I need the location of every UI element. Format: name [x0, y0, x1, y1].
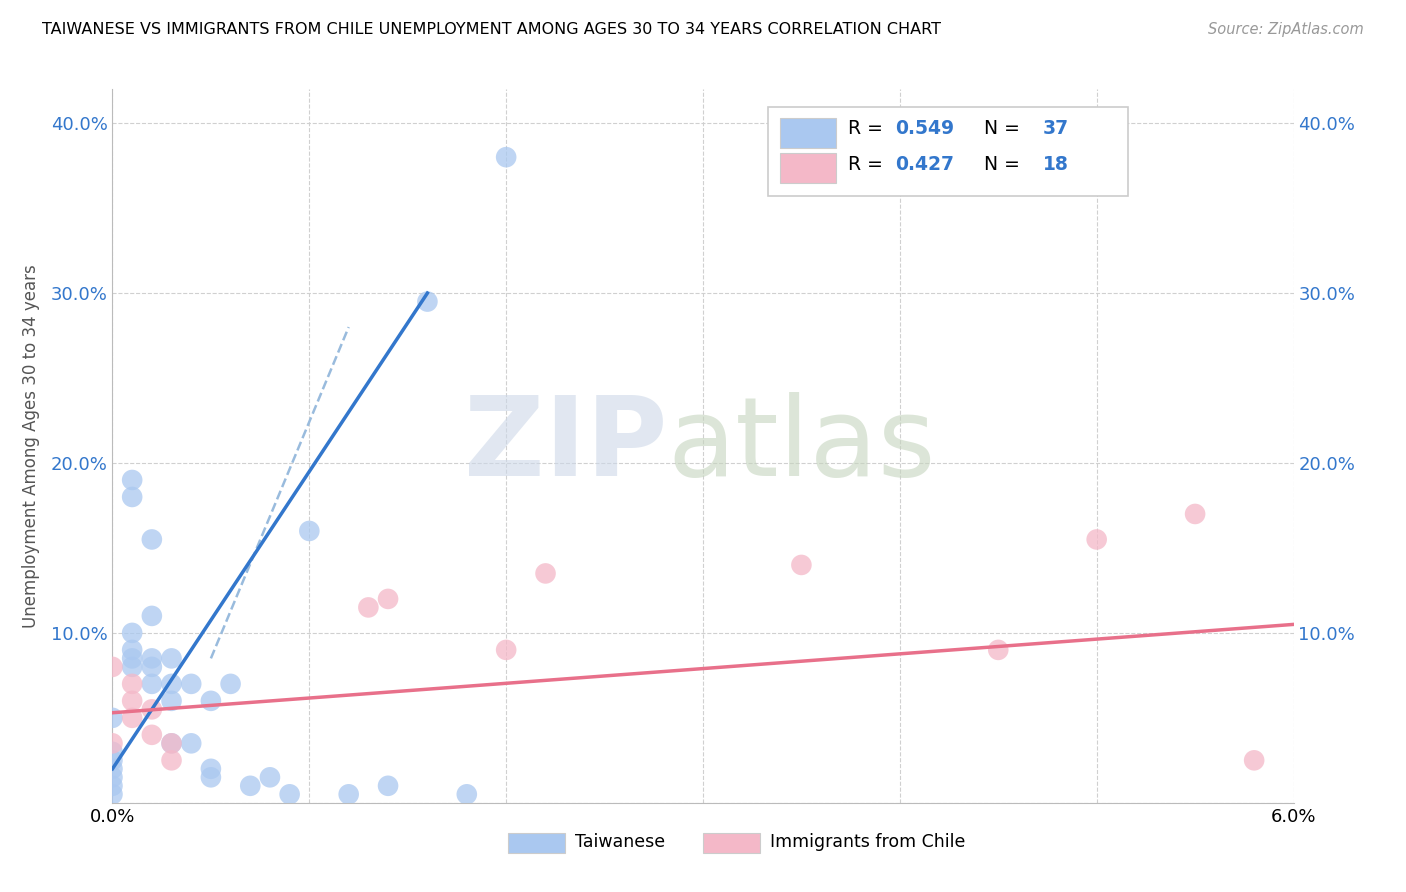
Point [141, 608, 163, 623]
Text: 37: 37 [1043, 120, 1070, 138]
Point [790, 558, 813, 572]
Text: 0.427: 0.427 [896, 155, 955, 174]
FancyBboxPatch shape [780, 153, 837, 184]
Text: Taiwanese: Taiwanese [575, 833, 665, 851]
Point [141, 702, 163, 716]
Point [121, 660, 143, 674]
Point [357, 600, 380, 615]
Point [101, 787, 124, 801]
Point [160, 694, 183, 708]
Point [219, 677, 242, 691]
Point [101, 745, 124, 759]
Y-axis label: Unemployment Among Ages 30 to 34 years: Unemployment Among Ages 30 to 34 years [21, 264, 39, 628]
Point [495, 643, 517, 657]
Point [416, 294, 439, 309]
Text: N =: N = [973, 120, 1026, 138]
Point [101, 753, 124, 767]
Point [160, 736, 183, 750]
Text: TAIWANESE VS IMMIGRANTS FROM CHILE UNEMPLOYMENT AMONG AGES 30 TO 34 YEARS CORREL: TAIWANESE VS IMMIGRANTS FROM CHILE UNEMP… [42, 22, 941, 37]
Point [200, 770, 222, 784]
Point [141, 533, 163, 547]
Point [298, 524, 321, 538]
Point [160, 651, 183, 665]
Point [160, 736, 183, 750]
Point [160, 753, 183, 767]
Point [121, 490, 143, 504]
Point [141, 728, 163, 742]
Text: atlas: atlas [668, 392, 936, 500]
Point [101, 779, 124, 793]
Point [456, 787, 478, 801]
Point [259, 770, 281, 784]
Point [121, 677, 143, 691]
Point [278, 787, 301, 801]
Point [101, 762, 124, 776]
Point [987, 643, 1010, 657]
Point [239, 779, 262, 793]
Point [121, 626, 143, 640]
Point [101, 770, 124, 784]
Text: R =: R = [848, 120, 889, 138]
Point [101, 660, 124, 674]
Text: 0.549: 0.549 [896, 120, 955, 138]
Point [121, 473, 143, 487]
Text: N =: N = [973, 155, 1026, 174]
FancyBboxPatch shape [508, 833, 565, 853]
Point [121, 643, 143, 657]
Text: Immigrants from Chile: Immigrants from Chile [770, 833, 966, 851]
Point [101, 711, 124, 725]
Point [200, 762, 222, 776]
Point [141, 677, 163, 691]
Point [1184, 507, 1206, 521]
Point [101, 736, 124, 750]
Point [141, 651, 163, 665]
Point [534, 566, 557, 581]
Point [377, 591, 399, 606]
Point [337, 787, 360, 801]
Point [495, 150, 517, 164]
Point [121, 651, 143, 665]
Point [160, 677, 183, 691]
Text: Source: ZipAtlas.com: Source: ZipAtlas.com [1208, 22, 1364, 37]
Point [377, 779, 399, 793]
Point [121, 694, 143, 708]
Point [121, 711, 143, 725]
Point [1243, 753, 1265, 767]
Point [180, 677, 202, 691]
Text: R =: R = [848, 155, 889, 174]
Point [200, 694, 222, 708]
Point [1085, 533, 1108, 547]
Point [141, 660, 163, 674]
Text: 18: 18 [1043, 155, 1069, 174]
Text: ZIP: ZIP [464, 392, 668, 500]
FancyBboxPatch shape [703, 833, 759, 853]
FancyBboxPatch shape [780, 118, 837, 148]
Point [180, 736, 202, 750]
FancyBboxPatch shape [768, 107, 1128, 196]
